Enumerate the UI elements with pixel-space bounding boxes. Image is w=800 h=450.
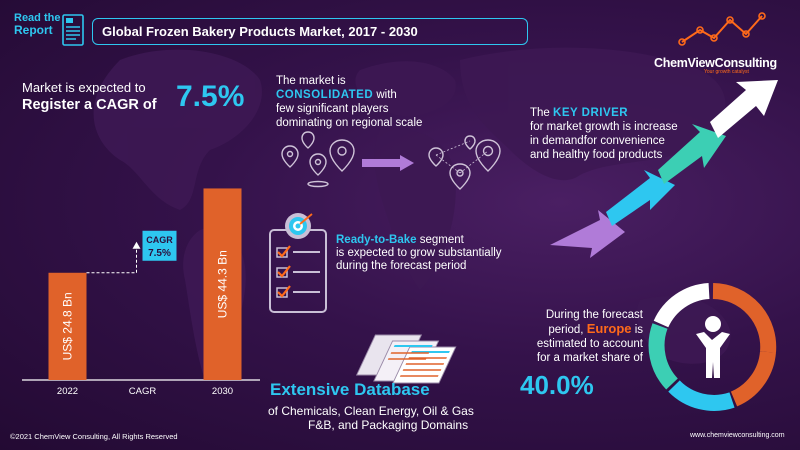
rtb-segment: segment	[416, 234, 464, 246]
database-title: Extensive Database	[270, 380, 430, 399]
title-frame	[92, 18, 528, 45]
consolidated-text: The market is CONSOLIDATED with few sign…	[276, 74, 446, 130]
rtb-line1: Ready-to-Bake segment	[336, 234, 516, 247]
europe-line4: for a market share of	[536, 352, 643, 364]
cagr-value: 7.5%	[176, 80, 245, 113]
driver-line1: The KEY DRIVER	[530, 106, 730, 120]
cagr-arrowhead	[132, 241, 141, 249]
europe-share-value: 40.0%	[520, 370, 594, 400]
europe-period: period,	[548, 324, 587, 336]
consolidated-line1: The market is	[276, 75, 346, 87]
europe-is: is	[631, 324, 643, 336]
x-tick-label: CAGR	[129, 386, 157, 397]
driver-line2: for market growth is increase	[530, 121, 678, 133]
europe-keyword: Europe	[586, 321, 632, 336]
person-icon	[696, 316, 730, 378]
x-tick-label: 2030	[212, 386, 233, 397]
document-icon[interactable]	[62, 14, 84, 46]
x-tick-label: 2022	[57, 386, 78, 397]
cagr-register-text: Register a CAGR of	[22, 97, 157, 113]
market-share-donut	[648, 283, 777, 411]
checklist-icon	[269, 213, 327, 313]
rtb-line3: during the forecast period	[336, 260, 467, 272]
bar-2030	[203, 188, 242, 380]
europe-text: During the forecast period, Europe is es…	[518, 308, 643, 365]
database-line2: F&B, and Packaging Domains	[308, 418, 469, 432]
rtb-keyword: Ready-to-Bake	[336, 234, 417, 246]
cagr-box-label: CAGR	[146, 235, 173, 245]
location-pin-icon	[428, 135, 501, 190]
cagr-intro-text: Market is expected to	[22, 80, 146, 95]
bar-value-label: US$ 44.3 Bn	[216, 250, 230, 318]
website-link[interactable]: www.chemviewconsulting.com	[690, 432, 785, 439]
copyright-text: ©2021 ChemView Consulting, All Rights Re…	[10, 432, 178, 441]
bar-2022	[48, 272, 87, 380]
rtb-line2: is expected to grow substantially	[336, 247, 502, 259]
arrow-right-icon	[362, 155, 414, 171]
consolidated-line4: dominating on regional scale	[276, 117, 423, 129]
consolidated-with: with	[373, 89, 397, 101]
page-title: Global Frozen Bakery Products Market, 20…	[102, 24, 418, 39]
brand-name: ChemViewConsulting	[654, 56, 777, 70]
europe-line3: estimated to account	[536, 338, 643, 350]
consolidated-keyword: CONSOLIDATED	[276, 89, 374, 101]
logo-chart-icon	[678, 12, 766, 46]
driver-prefix: The	[530, 107, 554, 119]
report-label: Report	[14, 23, 53, 37]
brand-tagline: Your growth catalyst	[704, 69, 749, 75]
cagr-connector	[86, 247, 137, 274]
database-sheets-icon	[355, 334, 457, 384]
read-the-report-link[interactable]: Read the Report	[14, 12, 60, 36]
key-driver-text: The KEY DRIVER for market growth is incr…	[530, 106, 730, 162]
consolidated-line2: CONSOLIDATED with	[276, 88, 446, 102]
cagr-box	[142, 230, 177, 261]
location-pin-icon	[281, 131, 355, 188]
database-line1: of Chemicals, Clean Energy, Oil & Gas	[268, 404, 474, 418]
growth-arrow-icon	[550, 80, 778, 258]
driver-keyword: KEY DRIVER	[553, 107, 629, 119]
driver-line3: in demandfor convenience	[530, 135, 665, 147]
bar-value-label: US$ 24.8 Bn	[61, 292, 75, 360]
europe-line2: period, Europe is	[518, 322, 643, 337]
read-label: Read the	[14, 12, 61, 24]
ready-to-bake-text: Ready-to-Bake segment is expected to gro…	[336, 234, 516, 273]
market-bar-chart: US$ 24.8 Bn 2022 CAGR US$ 44.3 Bn 2030 CAGR 7.…	[22, 188, 260, 397]
driver-line4: and healthy food products	[530, 149, 663, 161]
europe-line1: During the forecast	[545, 309, 643, 321]
consolidated-line3: few significant players	[276, 103, 389, 115]
cagr-box-value: 7.5%	[148, 248, 171, 259]
